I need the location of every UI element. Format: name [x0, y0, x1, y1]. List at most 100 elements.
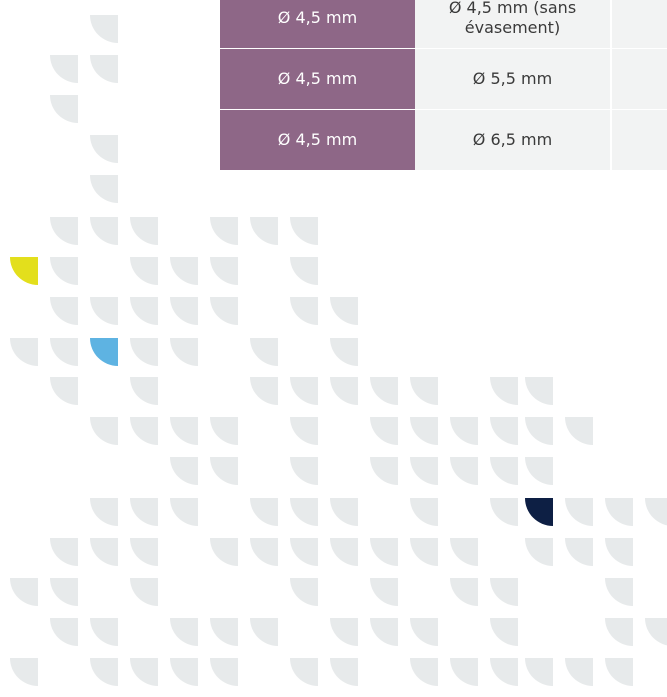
quarter-shape	[525, 417, 553, 445]
quarter-shape	[410, 538, 438, 566]
quarter-shape	[330, 618, 358, 646]
quarter-shape	[210, 257, 238, 285]
cell: Ø 6,5 mm	[415, 110, 611, 171]
quarter-shape	[170, 417, 198, 445]
cell: Ø 4,5 mm (sans évasement)	[415, 0, 611, 49]
quarter-shape	[565, 538, 593, 566]
quarter-shape	[490, 457, 518, 485]
quarter-shape	[250, 217, 278, 245]
quarter-shape	[370, 377, 398, 405]
quarter-shape	[370, 618, 398, 646]
quarter-shape	[645, 618, 667, 646]
quarter-shape	[370, 538, 398, 566]
cell	[611, 49, 667, 110]
quarter-shape	[330, 658, 358, 686]
quarter-shape	[90, 417, 118, 445]
cell: Ø 4,5 mm	[220, 49, 415, 110]
quarter-shape	[50, 338, 78, 366]
cell	[611, 110, 667, 171]
quarter-shape	[330, 377, 358, 405]
quarter-shape	[130, 498, 158, 526]
quarter-shape	[605, 498, 633, 526]
quarter-shape	[290, 538, 318, 566]
quarter-shape	[290, 457, 318, 485]
quarter-shape	[130, 578, 158, 606]
quarter-shape	[290, 417, 318, 445]
quarter-shape	[170, 618, 198, 646]
quarter-shape	[565, 658, 593, 686]
quarter-shape	[170, 658, 198, 686]
quarter-shape	[450, 658, 478, 686]
quarter-shape	[90, 217, 118, 245]
quarter-shape	[450, 578, 478, 606]
quarter-shape	[490, 618, 518, 646]
quarter-shape	[90, 55, 118, 83]
quarter-shape	[170, 498, 198, 526]
quarter-shape	[90, 297, 118, 325]
quarter-shape	[410, 618, 438, 646]
quarter-shape	[370, 457, 398, 485]
quarter-shape	[330, 338, 358, 366]
quarter-shape	[170, 338, 198, 366]
quarter-shape	[10, 658, 38, 686]
quarter-shape	[605, 538, 633, 566]
quarter-shape	[330, 498, 358, 526]
quarter-shape	[170, 257, 198, 285]
quarter-shape	[410, 417, 438, 445]
quarter-shape	[250, 538, 278, 566]
quarter-shape	[90, 658, 118, 686]
quarter-shape	[525, 457, 553, 485]
quarter-shape	[50, 257, 78, 285]
quarter-shape	[525, 377, 553, 405]
cell	[611, 0, 667, 49]
quarter-shape	[130, 338, 158, 366]
quarter-shape	[490, 658, 518, 686]
quarter-shape	[90, 538, 118, 566]
quarter-shape	[410, 658, 438, 686]
quarter-shape	[250, 338, 278, 366]
quarter-shape	[90, 175, 118, 203]
quarter-shape	[210, 618, 238, 646]
quarter-shape	[50, 578, 78, 606]
quarter-shape	[525, 658, 553, 686]
quarter-shape	[605, 658, 633, 686]
quarter-shape	[130, 417, 158, 445]
quarter-shape	[130, 658, 158, 686]
quarter-shape	[50, 618, 78, 646]
quarter-shape	[370, 578, 398, 606]
quarter-shape	[330, 297, 358, 325]
quarter-shape	[410, 498, 438, 526]
quarter-shape	[10, 338, 38, 366]
quarter-shape	[290, 377, 318, 405]
quarter-shape	[490, 377, 518, 405]
quarter-shape	[10, 578, 38, 606]
quarter-shape	[130, 377, 158, 405]
quarter-shape	[450, 457, 478, 485]
quarter-shape	[90, 15, 118, 43]
page: Ø 4,5 mmØ 4,5 mm (sans évasement) Ø 4,5 …	[0, 0, 667, 697]
quarter-shape	[605, 578, 633, 606]
quarter-shape	[565, 417, 593, 445]
quarter-shape	[130, 257, 158, 285]
quarter-shape	[290, 498, 318, 526]
quarter-shape	[130, 538, 158, 566]
quarter-shape	[50, 55, 78, 83]
quarter-shape	[290, 297, 318, 325]
quarter-shape	[130, 217, 158, 245]
quarter-shape	[290, 578, 318, 606]
quarter-shape	[645, 498, 667, 526]
quarter-shape	[290, 217, 318, 245]
quarter-shape	[250, 618, 278, 646]
quarter-shape	[210, 658, 238, 686]
quarter-shape	[450, 538, 478, 566]
quarter-shape	[410, 457, 438, 485]
quarter-shape	[525, 498, 553, 526]
quarter-shape	[490, 417, 518, 445]
quarter-shape	[410, 377, 438, 405]
quarter-shape	[50, 95, 78, 123]
cell: Ø 4,5 mm	[220, 0, 415, 49]
quarter-shape	[130, 297, 158, 325]
